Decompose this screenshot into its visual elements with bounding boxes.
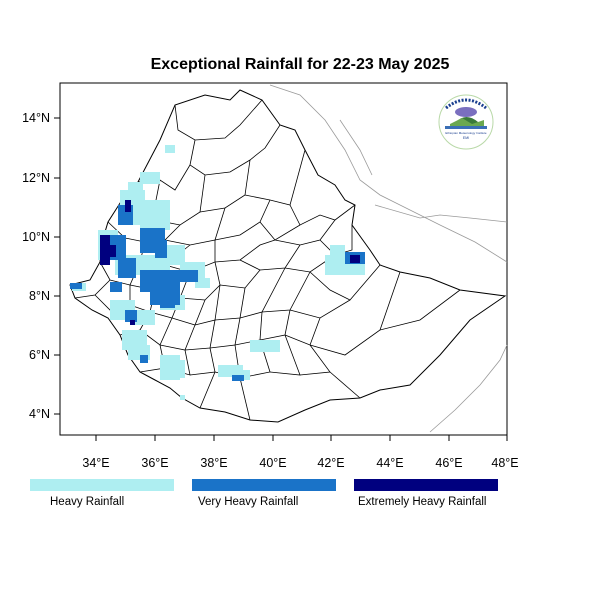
- legend-label-very-heavy: Very Heavy Rainfall: [198, 496, 299, 508]
- x-tick-label: 46°E: [435, 456, 462, 470]
- neighbour-borders: [269, 84, 508, 433]
- x-tick-label: 38°E: [200, 456, 227, 470]
- legend-swatch-extremely-heavy: [354, 479, 498, 491]
- y-tick-label: 12°N: [22, 171, 50, 185]
- map-title: Exceptional Rainfall for 22-23 May 2025: [150, 56, 450, 73]
- y-tick-label: 6°N: [29, 348, 50, 362]
- legend-swatch-heavy: [30, 479, 174, 491]
- logo-name: Ethiopian Meteorology Institute: [445, 131, 487, 135]
- x-tick-label: 48°E: [491, 456, 518, 470]
- institute-logo: Ethiopian Meteorology Institute EMI: [438, 94, 494, 150]
- x-tick-label: 42°E: [317, 456, 344, 470]
- x-tick-label: 44°E: [376, 456, 403, 470]
- y-tick-label: 14°N: [22, 111, 50, 125]
- country-outline: [69, 89, 507, 423]
- logo-subtext: EMI: [463, 136, 469, 140]
- legend-label-extremely-heavy: Extremely Heavy Rainfall: [358, 496, 487, 508]
- y-tick-label: 8°N: [29, 289, 50, 303]
- y-tick-label: 4°N: [29, 407, 50, 421]
- axis-ticks: [54, 117, 508, 441]
- x-tick-label: 34°E: [82, 456, 109, 470]
- extremely-heavy-rainfall-areas: [100, 200, 360, 325]
- legend-label-heavy: Heavy Rainfall: [50, 496, 125, 508]
- y-tick-label: 10°N: [22, 230, 50, 244]
- y-tick-labels: 14°N 12°N 10°N 8°N 6°N 4°N: [22, 111, 50, 421]
- legend-swatch-very-heavy: [192, 479, 336, 491]
- x-tick-label: 40°E: [259, 456, 286, 470]
- x-tick-label: 36°E: [141, 456, 168, 470]
- x-tick-labels: 34°E 36°E 38°E 40°E 42°E 44°E 46°E 48°E: [82, 456, 518, 470]
